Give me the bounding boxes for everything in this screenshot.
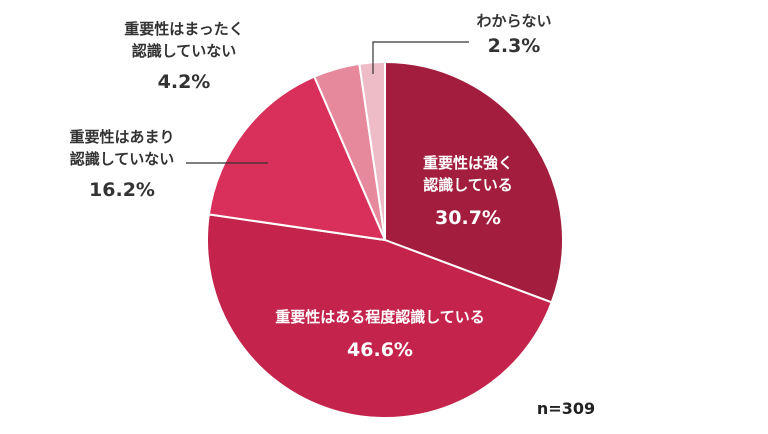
slice-label: 認識していない <box>70 150 175 168</box>
pie-slice <box>384 60 564 304</box>
slice-value-label: 46.6% <box>347 339 413 361</box>
pie-slices <box>206 60 564 419</box>
leader-lines <box>186 41 469 164</box>
slice-label: わからない <box>476 12 551 30</box>
sample-size-label: n=309 <box>537 399 595 418</box>
slice-label: 重要性はまったく <box>124 20 243 38</box>
slice-label: 重要性は強く <box>423 154 513 172</box>
slice-value-label: 30.7% <box>435 207 501 229</box>
leader-line <box>372 41 469 74</box>
pie-slice <box>206 213 553 419</box>
slice-label: 重要性はあまり <box>69 128 174 146</box>
slice-value-label: 16.2% <box>89 179 155 201</box>
slice-value-label: 4.2% <box>158 71 211 93</box>
slice-label: 重要性はある程度認識している <box>275 308 485 326</box>
slice-value-label: 2.3% <box>488 35 541 57</box>
slice-label: 認識している <box>423 176 513 194</box>
slice-label: 認識していない <box>132 42 237 60</box>
pie-slice <box>207 75 387 242</box>
pie-slice <box>358 60 386 241</box>
